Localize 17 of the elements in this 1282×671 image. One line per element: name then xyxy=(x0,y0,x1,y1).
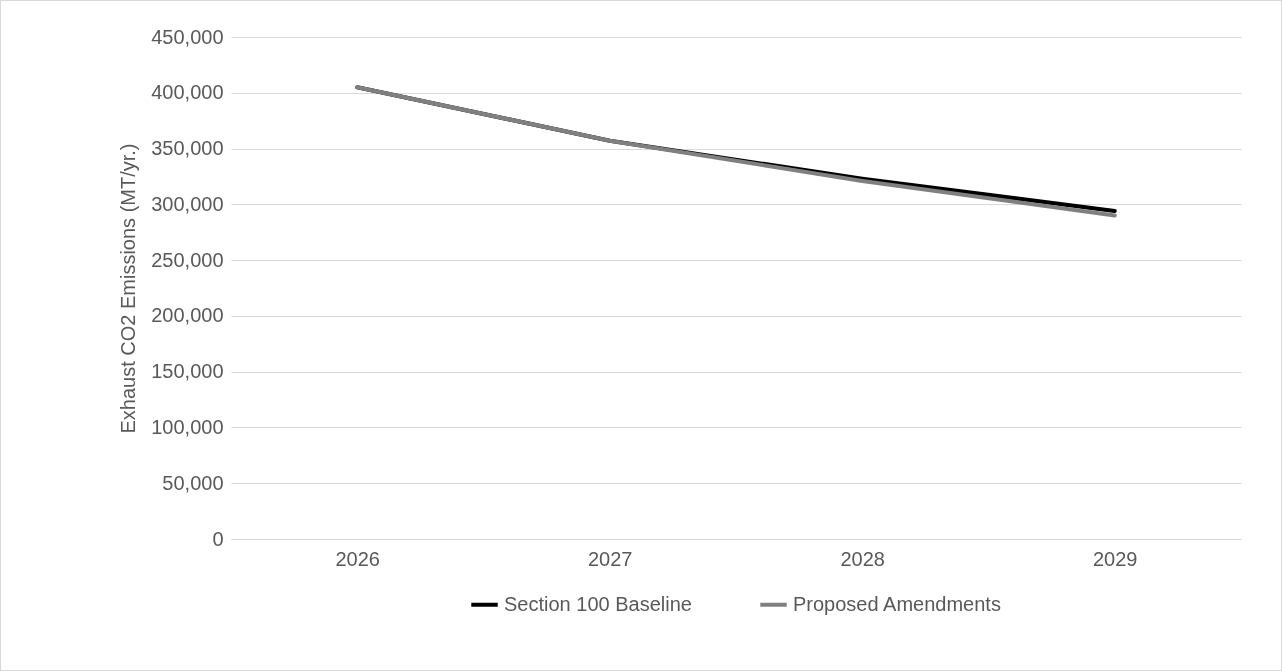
y-tick-label: 200,000 xyxy=(151,304,224,327)
y-tick-label: 450,000 xyxy=(151,25,224,48)
x-tick-label: 2026 xyxy=(335,547,380,570)
legend-label: Section 100 Baseline xyxy=(504,592,692,615)
y-tick-label: 0 xyxy=(212,527,224,550)
y-tick-label: 250,000 xyxy=(151,248,224,271)
y-axis-title: Exhaust CO2 Emissions (MT/yr.) xyxy=(117,143,140,434)
y-tick-label: 300,000 xyxy=(151,192,224,215)
x-tick-label: 2027 xyxy=(588,547,633,570)
legend-label: Proposed Amendments xyxy=(793,592,1001,615)
x-tick-label: 2029 xyxy=(1093,547,1138,570)
y-tick-label: 150,000 xyxy=(151,360,224,383)
y-tick-label: 100,000 xyxy=(151,415,224,438)
x-tick-label: 2028 xyxy=(840,547,885,570)
y-tick-label: 400,000 xyxy=(151,81,224,104)
y-tick-label: 50,000 xyxy=(162,471,224,494)
y-tick-label: 350,000 xyxy=(151,137,224,160)
